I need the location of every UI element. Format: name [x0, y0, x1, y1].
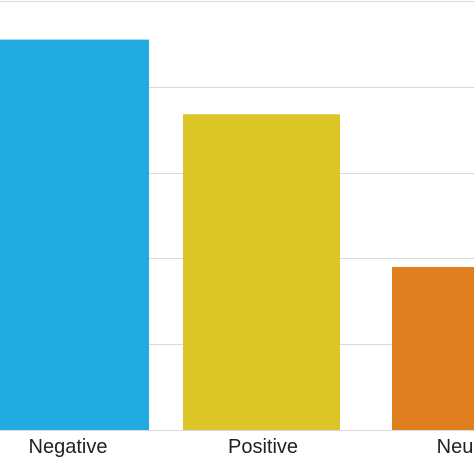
bar-negative [0, 39, 149, 431]
x-tick-label-positive: Positive [228, 436, 298, 458]
bar-neu [392, 266, 474, 430]
x-tick-labels: Negative Positive Neu [29, 436, 474, 458]
x-tick-label-negative: Negative [29, 436, 108, 458]
bar-positive [183, 114, 340, 431]
x-tick-label-neu: Neu [437, 436, 474, 458]
bars [0, 39, 474, 431]
